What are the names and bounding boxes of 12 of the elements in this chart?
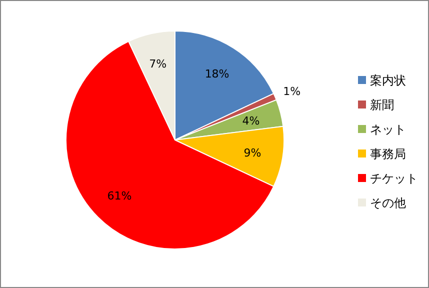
data-label: 7% [149,57,167,70]
data-label: 1% [283,85,301,98]
data-label: 61% [107,189,132,202]
legend-label: その他 [370,196,406,210]
data-label: 9% [244,146,262,160]
data-label: 4% [242,114,260,128]
legend-label: チケット [370,172,418,186]
data-label: 18% [204,68,230,81]
legend-label: 案内状 [370,74,406,88]
legend-label: 新聞 [370,98,394,112]
legend-label: ネット [370,122,406,136]
legend-label: 事務局 [370,147,406,161]
